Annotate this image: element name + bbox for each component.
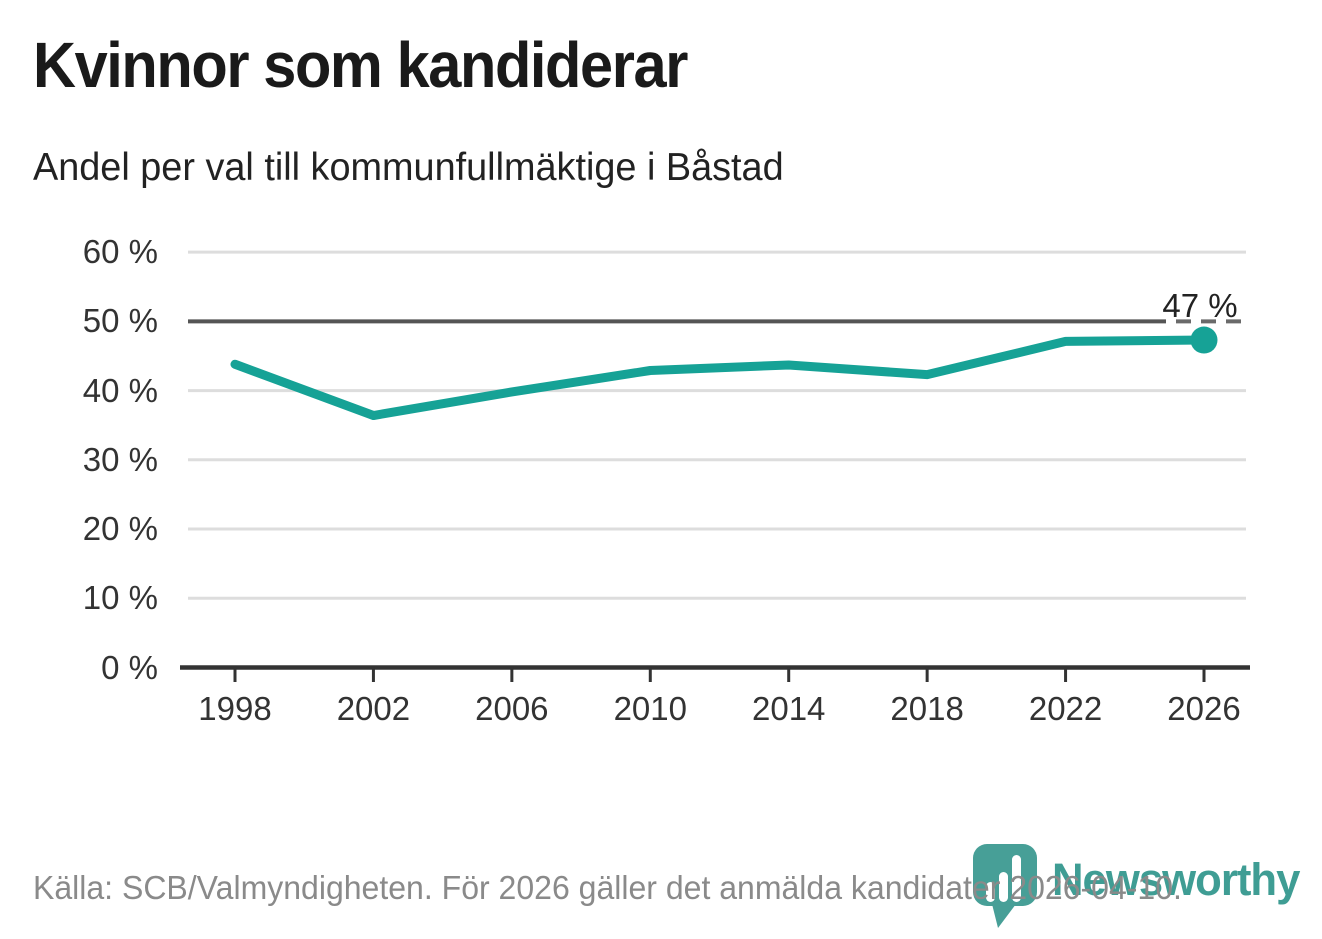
page-subtitle: Andel per val till kommunfullmäktige i B…	[33, 146, 784, 189]
data-line	[230, 335, 1209, 421]
x-axis-label: 1998	[198, 690, 272, 727]
y-axis-label: 60 %	[82, 233, 158, 271]
x-axis-label: 2018	[890, 690, 964, 727]
newsworthy-logo-icon	[973, 844, 1037, 928]
x-axis-label: 2026	[1167, 690, 1241, 727]
y-axis-label: 30 %	[82, 440, 158, 478]
y-axis-label: 50 %	[82, 302, 158, 340]
y-axis-label: 20 %	[82, 510, 158, 548]
x-axis-label: 2014	[751, 690, 826, 727]
x-axis-label: 2006	[475, 690, 549, 727]
y-axis-label: 40 %	[82, 371, 158, 409]
x-axis-label: 2022	[1028, 690, 1103, 727]
end-value-label: 47 %	[1162, 287, 1238, 324]
end-point-dot	[1190, 326, 1218, 354]
page-title: Kvinnor som kandiderar	[33, 29, 688, 101]
x-axis-label: 2010	[613, 690, 687, 727]
y-axis-label: 0 %	[101, 648, 158, 686]
y-axis-label: 10 %	[82, 579, 158, 617]
newsworthy-wordmark: Newsworthy	[1052, 854, 1300, 905]
source-note: Källa: SCB/Valmyndigheten. För 2026 gäll…	[33, 869, 1182, 906]
x-axis-label: 2002	[336, 690, 411, 727]
